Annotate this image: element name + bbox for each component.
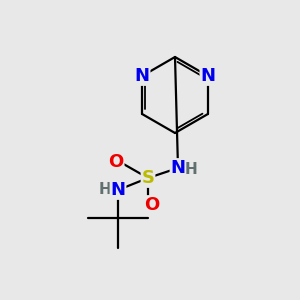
Text: H: H xyxy=(184,161,197,176)
Text: S: S xyxy=(142,169,154,187)
Text: H: H xyxy=(99,182,111,197)
Text: N: N xyxy=(110,181,125,199)
Text: N: N xyxy=(135,67,150,85)
Text: O: O xyxy=(108,153,124,171)
Text: N: N xyxy=(170,159,185,177)
Text: N: N xyxy=(200,67,215,85)
Text: O: O xyxy=(144,196,160,214)
